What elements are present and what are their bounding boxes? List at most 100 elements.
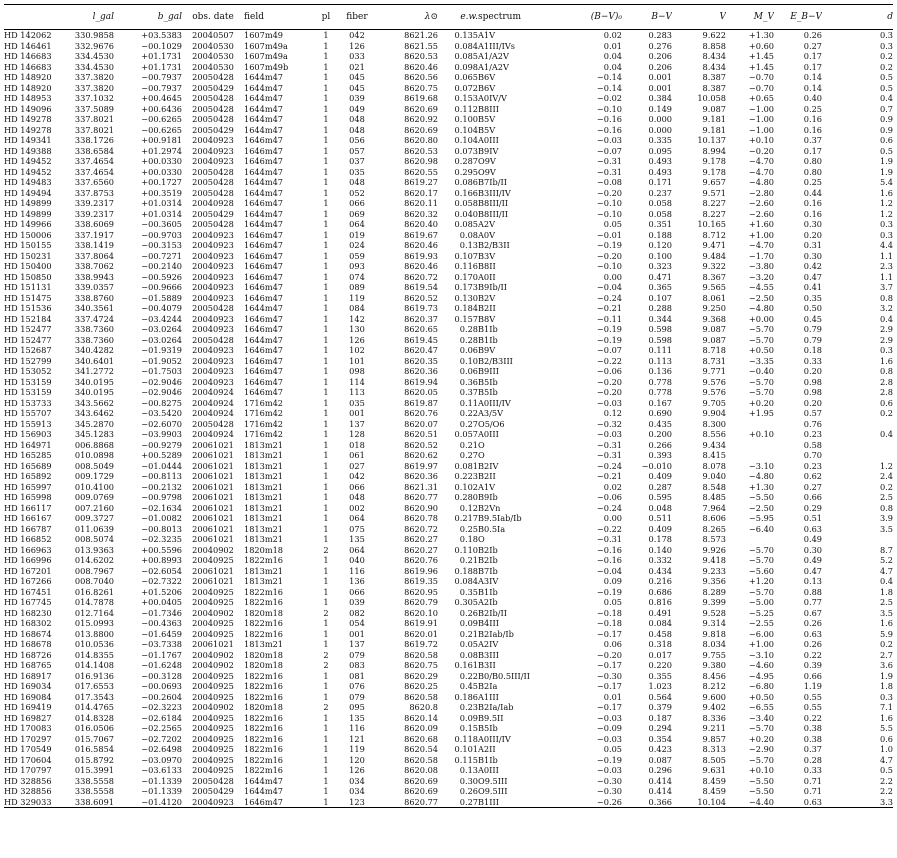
- cell-bv: 0.266: [648, 439, 672, 450]
- cell-abs-mag: −2.60: [748, 198, 774, 208]
- cell-plate: 1: [323, 387, 329, 397]
- cell-spectrum: A0III: [478, 135, 499, 145]
- cell-l-gal: 338.8760: [74, 292, 114, 303]
- cell-star-name: HD 168230: [4, 607, 52, 618]
- cell-distance: 0.5: [879, 765, 893, 775]
- cell-abs-mag: +1.60: [748, 219, 774, 229]
- cell-ew: 0.085: [454, 219, 478, 229]
- table-row: HD 152477 338.7360 −03.0264 20050428 1644m47…: [4, 335, 893, 346]
- cell-plate: 1: [323, 555, 329, 565]
- cell-obs-date: 20040923: [192, 796, 234, 807]
- cell-l-gal: 015.7067: [74, 733, 114, 744]
- cell-lambda: 8620.55: [404, 166, 438, 177]
- cell-bv0: −0.26: [596, 796, 622, 807]
- cell-plate: 1: [323, 765, 329, 775]
- cell-bv0: −0.03: [596, 733, 622, 744]
- cell-ew: 0.35: [459, 586, 478, 597]
- cell-ew: 0.184: [454, 303, 478, 313]
- stellar-data-table: l_gal b_gal obs. date field pl fiber λ⊙ e.w. spe…: [4, 4, 893, 808]
- cell-plate: 1: [323, 355, 329, 366]
- cell-obs-date: 20040923: [192, 376, 234, 387]
- cell-plate: 1: [323, 376, 329, 387]
- cell-obs-date: 20040923: [192, 135, 234, 145]
- cell-distance: 3.5: [879, 523, 893, 534]
- table-row: HD 146461 332.9676 −00.1029 20040530 1607m49…: [4, 41, 893, 52]
- cell-ew: 0.305: [454, 597, 478, 607]
- cell-l-gal: 337.4654: [74, 156, 114, 166]
- cell-b-gal: −00.0693: [141, 681, 182, 691]
- cell-l-gal: 008.7040: [74, 576, 114, 586]
- cell-field: 1820m18: [244, 660, 284, 670]
- cell-distance: 0.2: [879, 639, 893, 649]
- cell-bv: 0.351: [648, 219, 672, 229]
- cell-star-name: HD 170083: [4, 723, 52, 733]
- cell-ebv: 0.58: [803, 439, 822, 450]
- cell-distance: 3.9: [879, 513, 893, 523]
- cell-obs-date: 20050428: [192, 103, 234, 114]
- cell-plate: 1: [323, 775, 329, 786]
- table-row: HD 151131 339.0357 −00.9666 20040923 1646m47…: [4, 282, 893, 293]
- cell-fiber: 057: [349, 145, 365, 156]
- cell-star-name: HD 170297: [4, 733, 52, 744]
- cell-v-mag: 8.078: [702, 460, 726, 471]
- cell-v-mag: 8.265: [702, 523, 726, 534]
- cell-plate: 1: [323, 450, 329, 460]
- cell-bv0: 0.09: [603, 576, 622, 586]
- table-row: HD 149341 338.1726 +00.9181 20040923 1646m47…: [4, 135, 893, 146]
- cell-spectrum: B7Ib/II: [478, 177, 507, 187]
- cell-spectrum: O9V: [478, 156, 496, 166]
- cell-abs-mag: +0.20: [748, 397, 774, 408]
- cell-spectrum: A1III/IVs: [478, 40, 515, 51]
- cell-ebv: 0.40: [803, 93, 822, 103]
- cell-b-gal: −00.6265: [141, 124, 182, 135]
- cell-plate: 1: [323, 30, 329, 40]
- cell-b-gal: −02.6070: [141, 418, 182, 429]
- cell-star-name: HD 149278: [4, 114, 52, 124]
- cell-lambda: 8620.51: [404, 429, 438, 439]
- cell-l-gal: 338.5558: [74, 786, 114, 796]
- cell-bv0: −0.03: [596, 397, 622, 408]
- cell-distance: 0.6: [879, 733, 893, 744]
- cell-l-gal: 010.4100: [74, 481, 114, 492]
- cell-b-gal: −00.3128: [141, 670, 182, 681]
- cell-ew: 0.295: [454, 166, 478, 177]
- cell-bv0: 0.12: [603, 408, 622, 418]
- cell-obs-date: 20040925: [192, 670, 234, 681]
- cell-l-gal: 337.4724: [74, 313, 114, 324]
- cell-star-name: HD 155707: [4, 408, 52, 418]
- cell-bv: 0.287: [648, 481, 672, 492]
- cell-abs-mag: −0.40: [748, 366, 774, 376]
- cell-bv0: −0.16: [596, 555, 622, 565]
- cell-star-name: HD 167451: [4, 586, 52, 597]
- cell-plate: 1: [323, 691, 329, 702]
- cell-distance: 3.3: [879, 796, 893, 807]
- cell-l-gal: 334.4530: [74, 61, 114, 72]
- cell-lambda: 8621.26: [404, 30, 438, 40]
- cell-obs-date: 20040902: [192, 607, 234, 618]
- table-row: HD 149096 337.5089 +00.6436 20050428 1644m47…: [4, 104, 893, 115]
- cell-spectrum: B3III/IV: [478, 187, 511, 198]
- col-header-plate: pl: [321, 12, 331, 22]
- cell-ebv: 0.25: [803, 177, 822, 187]
- cell-b-gal: −03.9903: [141, 429, 182, 439]
- col-header-obs-date: obs. date: [192, 12, 234, 22]
- cell-l-gal: 340.6401: [74, 355, 114, 366]
- cell-obs-date: 20061021: [192, 492, 234, 502]
- cell-ebv: 0.17: [803, 61, 822, 72]
- cell-star-name: HD 150006: [4, 229, 52, 240]
- cell-v-mag: 9.705: [702, 397, 726, 408]
- cell-b-gal: −02.1634: [141, 502, 182, 513]
- cell-spectrum: A0III: [478, 429, 499, 439]
- cell-ebv: 0.98: [803, 387, 822, 397]
- cell-b-gal: −00.8113: [141, 471, 182, 481]
- cell-lambda: 8620.36: [404, 366, 438, 376]
- cell-fiber: 018: [349, 439, 365, 450]
- cell-spectrum: B2Ib: [478, 544, 498, 555]
- cell-l-gal: 009.0769: [74, 492, 114, 502]
- cell-abs-mag: −5.70: [748, 586, 774, 597]
- cell-fiber: 089: [349, 282, 365, 292]
- cell-distance: 2.8: [879, 376, 893, 387]
- cell-v-mag: 9.233: [702, 565, 726, 576]
- cell-obs-date: 20050428: [192, 177, 234, 187]
- cell-distance: 0.4: [879, 576, 893, 586]
